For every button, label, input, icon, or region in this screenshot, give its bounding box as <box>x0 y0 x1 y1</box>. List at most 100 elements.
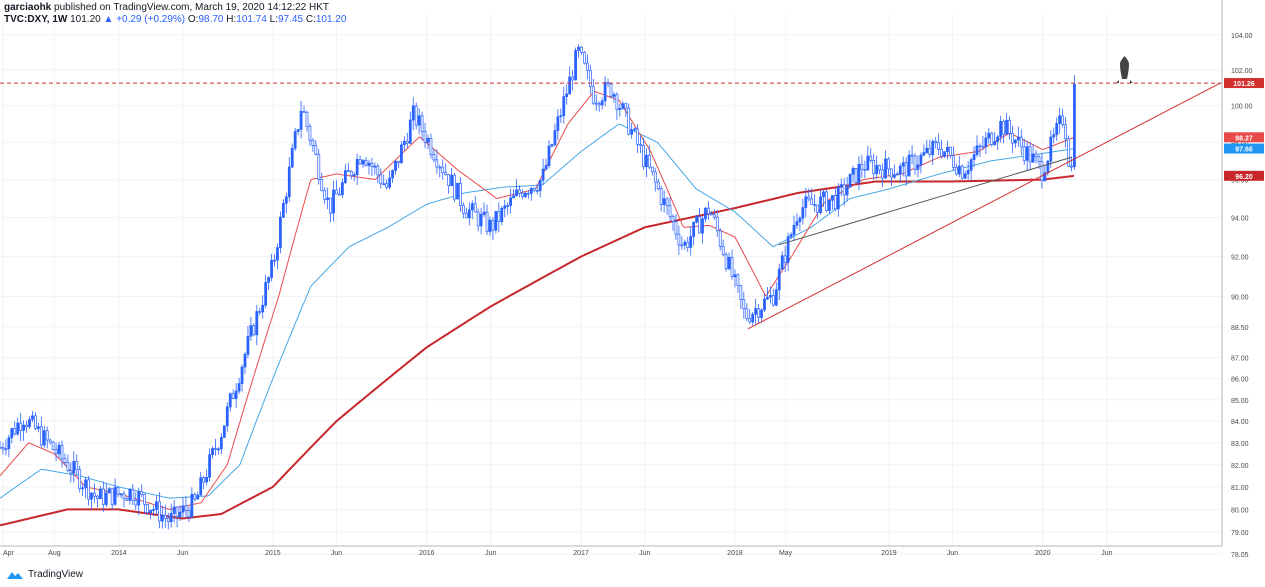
candle-body <box>931 141 935 156</box>
ma-slow-path <box>0 174 1075 527</box>
publisher-name[interactable]: garciaohk <box>4 2 52 13</box>
candle-body <box>993 141 997 145</box>
ohlc-close-label: C: <box>305 14 316 25</box>
candle-body <box>349 170 353 177</box>
candle-body <box>63 458 67 463</box>
candle-body <box>662 198 666 205</box>
candle-body <box>25 424 28 428</box>
candle-body <box>352 174 356 177</box>
candle-body <box>28 419 31 428</box>
candle-body <box>946 146 949 152</box>
candle-body <box>181 505 185 513</box>
candle-body <box>892 174 896 178</box>
candle-body <box>966 170 970 175</box>
x-tick-label: 2015 <box>265 550 281 557</box>
candle-body <box>311 139 315 146</box>
price-change: +0.29 (+0.29%) <box>116 14 186 25</box>
candle-body <box>249 325 253 337</box>
candle-body <box>642 145 645 168</box>
candle-body <box>943 151 946 157</box>
candle-body <box>479 214 483 227</box>
candle-body <box>394 160 397 171</box>
candle-body <box>839 184 843 188</box>
candle-body <box>54 449 58 455</box>
candle-body <box>196 494 200 500</box>
candle-body <box>518 189 521 194</box>
candle-body <box>435 159 439 168</box>
candle-body <box>771 295 775 306</box>
candle-body <box>270 259 273 278</box>
candle-body <box>1011 133 1014 144</box>
candle-body <box>937 142 941 150</box>
candle-body <box>42 430 46 446</box>
candle-body <box>819 196 822 214</box>
candle-body <box>506 205 510 207</box>
ohlc-high: 101.74 <box>236 14 267 25</box>
candle-body <box>745 308 749 319</box>
price-label-bg <box>1224 78 1264 89</box>
candle-body <box>665 198 669 207</box>
candle-body <box>704 207 707 220</box>
candle-body <box>1070 165 1073 168</box>
candle-body <box>1064 124 1067 140</box>
candle-body <box>674 221 678 235</box>
candle-body <box>618 108 622 110</box>
candle-body <box>417 115 421 126</box>
candle-body <box>913 155 917 170</box>
candle-body <box>984 137 988 147</box>
candle-body <box>284 196 288 204</box>
candle-body <box>341 182 344 195</box>
candle-body <box>110 488 114 505</box>
candle-body <box>842 184 846 196</box>
candle-body <box>718 230 722 247</box>
candle-body <box>721 245 725 256</box>
triangle-up-icon: ▲ <box>103 14 114 25</box>
candle-body <box>470 203 474 211</box>
candle-body <box>169 513 173 522</box>
candle-body <box>630 129 634 135</box>
candle-body <box>400 144 403 164</box>
y-tick-label: 96.00 <box>1231 178 1249 185</box>
candle-body <box>1061 115 1064 126</box>
candle-body <box>214 448 217 450</box>
candle-body <box>763 298 766 311</box>
x-tick-label: Jun <box>947 550 958 557</box>
candle-body <box>166 518 170 522</box>
candle-body <box>125 498 129 501</box>
candle-body <box>836 186 840 210</box>
candle-body <box>7 437 11 450</box>
candle-body <box>219 437 223 450</box>
candle-body <box>391 170 394 179</box>
candle-body <box>515 189 518 196</box>
candle-body <box>550 144 554 147</box>
candle-body <box>526 192 530 195</box>
candle-body <box>93 492 96 497</box>
candle-body <box>128 488 132 501</box>
candle-body <box>556 116 560 131</box>
candle-body <box>13 428 17 435</box>
candle-body <box>645 154 648 168</box>
candle-body <box>586 62 589 71</box>
candle-body <box>225 406 229 427</box>
candle-body <box>686 241 690 248</box>
footer-brand[interactable]: TradingView <box>6 569 83 580</box>
publish-info: published on TradingView.com, March 19, … <box>54 2 330 13</box>
candle-body <box>429 137 433 155</box>
candle-body <box>904 162 908 177</box>
y-tick-label: 100.00 <box>1231 104 1253 111</box>
candle-body <box>149 509 152 514</box>
trendline <box>747 82 1221 330</box>
candle-body <box>577 46 580 51</box>
candle-body <box>535 190 539 192</box>
candle-body <box>107 488 111 494</box>
candle-body <box>952 155 955 168</box>
y-tick-label: 79.00 <box>1231 530 1249 537</box>
candle-body <box>922 152 926 156</box>
candle-body <box>1067 138 1070 167</box>
candle-body <box>482 211 486 215</box>
candle-body <box>423 131 427 143</box>
candle-body <box>981 145 985 148</box>
candle-body <box>503 205 507 209</box>
candle-body <box>969 159 973 171</box>
